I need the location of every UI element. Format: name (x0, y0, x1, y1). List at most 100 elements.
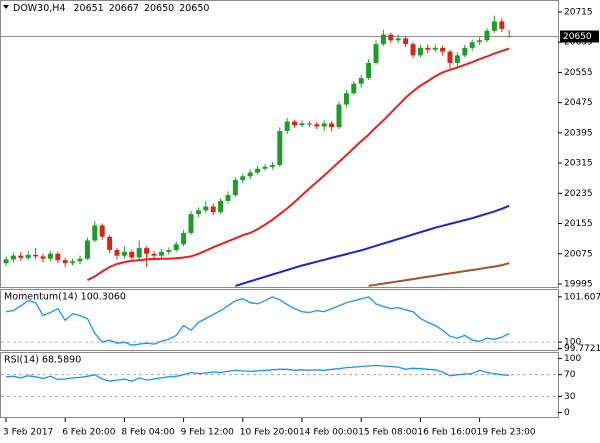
candle-body (136, 248, 142, 258)
moving-average (368, 262, 510, 287)
candle-body (3, 259, 9, 264)
candle-body (18, 255, 24, 258)
candle-body (366, 62, 372, 79)
candle-body (70, 261, 76, 264)
x-tick-label: 6 Feb 20:00 (62, 428, 116, 438)
x-tick-label: 10 Feb 20:00 (240, 428, 299, 438)
y-tick-label: 19995 (564, 279, 593, 289)
candle-body (107, 236, 113, 250)
candle-body (232, 180, 238, 196)
rsi-panel (0, 352, 559, 418)
y-tick-label: 99.7721 (564, 344, 600, 354)
candle-body (403, 38, 409, 45)
candle-body (432, 47, 438, 50)
candle-body (210, 206, 216, 213)
candle-body (173, 244, 179, 250)
candle-body (55, 253, 61, 261)
y-tick-label: 20315 (564, 159, 593, 169)
candle-body (255, 168, 261, 173)
candle-body (181, 232, 187, 245)
candle-body (314, 124, 320, 127)
y-tick-label: 20075 (564, 249, 593, 259)
y-tick-label: 20555 (564, 68, 593, 78)
candle-body (351, 83, 357, 94)
high-value: 20667 (109, 3, 139, 14)
candle-body (262, 166, 268, 169)
candle-body (195, 210, 201, 215)
candle-body (477, 40, 483, 43)
candle-body (491, 21, 497, 31)
candle-body (425, 47, 431, 50)
x-tick-label: 9 Feb 12:00 (181, 428, 235, 438)
x-tick-label: 8 Feb 04:00 (121, 428, 175, 438)
candle-body (62, 260, 68, 264)
candle-body (151, 253, 157, 256)
x-tick-label: 14 Feb 00:00 (299, 428, 358, 438)
candle-body (499, 21, 505, 29)
candle-body (47, 253, 53, 259)
candle-body (343, 93, 349, 105)
candle-body (388, 34, 394, 41)
candle-body (225, 195, 231, 201)
rsi-title: RSI(14) 68.5890 (4, 355, 81, 366)
candle-body (203, 206, 209, 211)
y-tick-label: 20155 (564, 219, 593, 229)
candle-body (92, 225, 98, 241)
candle-body (25, 254, 31, 258)
candle-body (469, 42, 475, 48)
candle-body (158, 251, 164, 256)
candle-body (247, 172, 253, 177)
candle-body (188, 214, 194, 233)
candle-body (358, 78, 364, 84)
menu-icon[interactable] (3, 5, 9, 9)
moving-average (86, 47, 510, 282)
candle-body (336, 104, 342, 128)
y-tick-label: 20395 (564, 128, 593, 138)
x-tick-label: 16 Feb 16:00 (417, 428, 476, 438)
chart-header: DOW30,H4 20651 20667 20650 20650 (13, 3, 209, 14)
low-value: 20650 (144, 3, 174, 14)
candle-body (454, 55, 460, 63)
y-tick-label: 30 (564, 392, 576, 402)
close-value: 20650 (179, 3, 209, 14)
y-tick-label: 0 (564, 408, 570, 418)
x-tick-label: 19 Feb 23:00 (477, 428, 536, 438)
y-tick-label: 100 (564, 354, 581, 364)
candle-body (447, 51, 453, 63)
candle-body (373, 44, 379, 63)
candle-body (77, 258, 83, 262)
y-tick-label: 100 (564, 338, 581, 348)
candle-body (484, 30, 490, 41)
candle-body (240, 176, 246, 181)
candle-body (84, 240, 90, 259)
momentum-title: Momentum(14) 100.3060 (4, 292, 126, 303)
candle-body (40, 256, 46, 259)
candle-body (144, 248, 150, 254)
candle-body (395, 38, 401, 41)
candle-body (329, 123, 335, 128)
y-tick-label: 70 (564, 370, 576, 380)
candle-body (129, 251, 135, 258)
candle-body (99, 225, 105, 237)
candle-body (306, 123, 312, 125)
indicator-line (5, 296, 510, 346)
candle-body (10, 255, 16, 260)
candle-body (462, 47, 468, 56)
y-tick-label: 20235 (564, 189, 593, 199)
candle-body (121, 251, 127, 256)
candle-body (292, 121, 298, 126)
open-value: 20651 (73, 3, 103, 14)
candle-body (410, 44, 416, 56)
current-price-label: 20650 (563, 32, 592, 42)
symbol: DOW30,H4 (13, 3, 65, 14)
candle-body (417, 47, 423, 56)
candle-body (380, 34, 386, 45)
plot-layer: 20715 20635 20555 20475 20395 20315 20235 20155… (1, 7, 600, 438)
candle-body (114, 249, 120, 256)
candle-body (299, 123, 305, 126)
candle-body (33, 254, 39, 257)
candle-body (440, 47, 446, 52)
candle-body (269, 164, 275, 167)
y-tick-label: 20635 (564, 38, 593, 48)
